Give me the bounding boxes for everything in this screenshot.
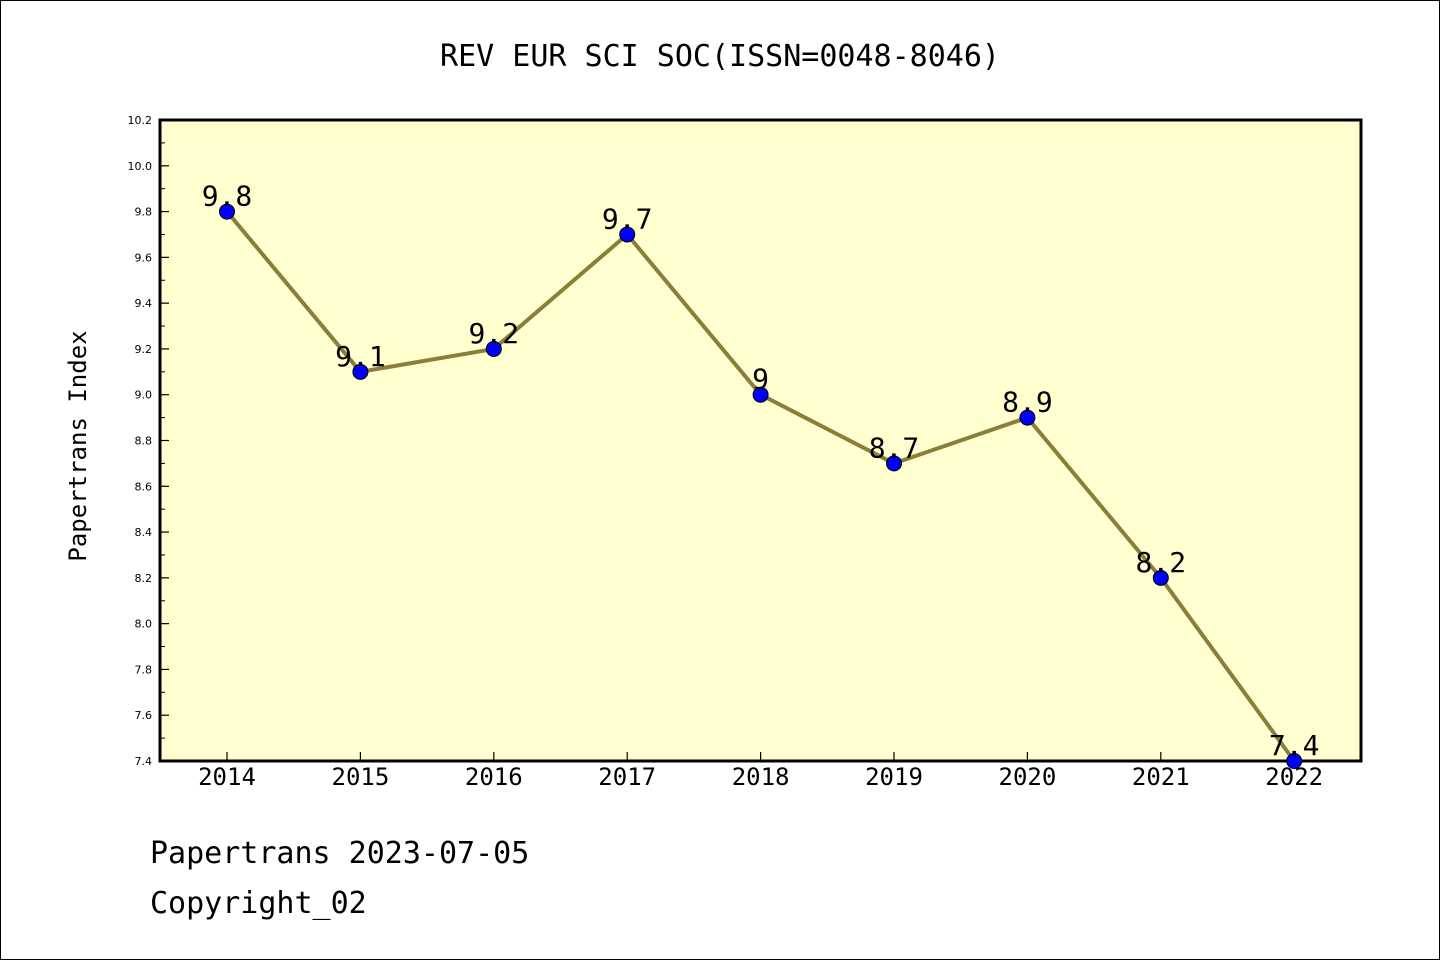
x-tick-label: 2016 <box>465 763 523 791</box>
y-tick-label: 9.2 <box>135 343 153 356</box>
data-point <box>1019 409 1036 426</box>
x-tick-label: 2020 <box>999 763 1057 791</box>
footer-copyright: Copyright_02 <box>150 886 367 921</box>
data-point <box>1286 753 1303 769</box>
plot-area <box>158 118 1363 763</box>
x-axis: 2014 2015 2016 2017 2018 2019 2020 2021 2022 <box>198 752 1323 791</box>
x-tick-label: 2021 <box>1132 763 1190 791</box>
y-tick-label: 9.4 <box>135 297 153 310</box>
data-label: 7.4 <box>1269 729 1320 762</box>
data-point <box>485 340 502 357</box>
data-point <box>219 203 235 220</box>
y-tick-label: 8.6 <box>135 480 153 493</box>
y-tick-label: 8.0 <box>135 618 153 631</box>
footer-date: Papertrans 2023-07-05 <box>150 836 530 871</box>
data-label: 9.7 <box>602 202 653 235</box>
y-tick-label: 10.0 <box>128 160 153 173</box>
data-label: 9.8 <box>202 180 253 213</box>
data-point <box>752 386 769 403</box>
y-tick-label: 9.6 <box>135 251 153 264</box>
y-tick-label: 7.8 <box>135 663 153 676</box>
y-tick-label: 9.8 <box>135 206 153 219</box>
data-label: 8.9 <box>1002 386 1053 419</box>
y-tick-label: 7.6 <box>135 709 153 722</box>
x-tick-label: 2015 <box>332 763 390 791</box>
y-tick-label: 8.2 <box>135 572 153 585</box>
data-point <box>619 226 636 243</box>
x-tick-label: 2014 <box>198 763 256 791</box>
data-point <box>352 363 369 380</box>
series: 9.8 9.1 9.2 9.7 9 8.7 8.9 8.2 7.4 <box>202 180 1320 769</box>
data-point <box>886 455 902 472</box>
data-label: 9 <box>752 363 769 396</box>
y-axis-label: Papertrans Index <box>64 330 92 561</box>
y-tick-label: 8.8 <box>135 435 153 448</box>
data-label: 9.1 <box>335 340 386 373</box>
y-tick-label: 10.2 <box>128 114 153 127</box>
x-tick-label: 2019 <box>865 763 923 791</box>
y-tick-label: 7.4 <box>135 755 153 768</box>
x-tick-label: 2018 <box>732 763 790 791</box>
y-axis: 7.4 7.6 7.8 8.0 8.2 8.4 8.6 8.8 9.0 9.2 9.4 9.6 9.8 1… <box>128 114 169 768</box>
data-label: 9.2 <box>469 317 520 350</box>
x-tick-label: 2017 <box>598 763 656 791</box>
y-tick-label: 9.0 <box>135 389 153 402</box>
data-point <box>1152 569 1169 586</box>
data-label: 8.7 <box>869 431 920 464</box>
y-tick-label: 8.4 <box>135 526 153 539</box>
chart-title: REV EUR SCI SOC(ISSN=0048-8046) <box>440 39 1000 74</box>
data-label: 8.2 <box>1136 546 1187 579</box>
